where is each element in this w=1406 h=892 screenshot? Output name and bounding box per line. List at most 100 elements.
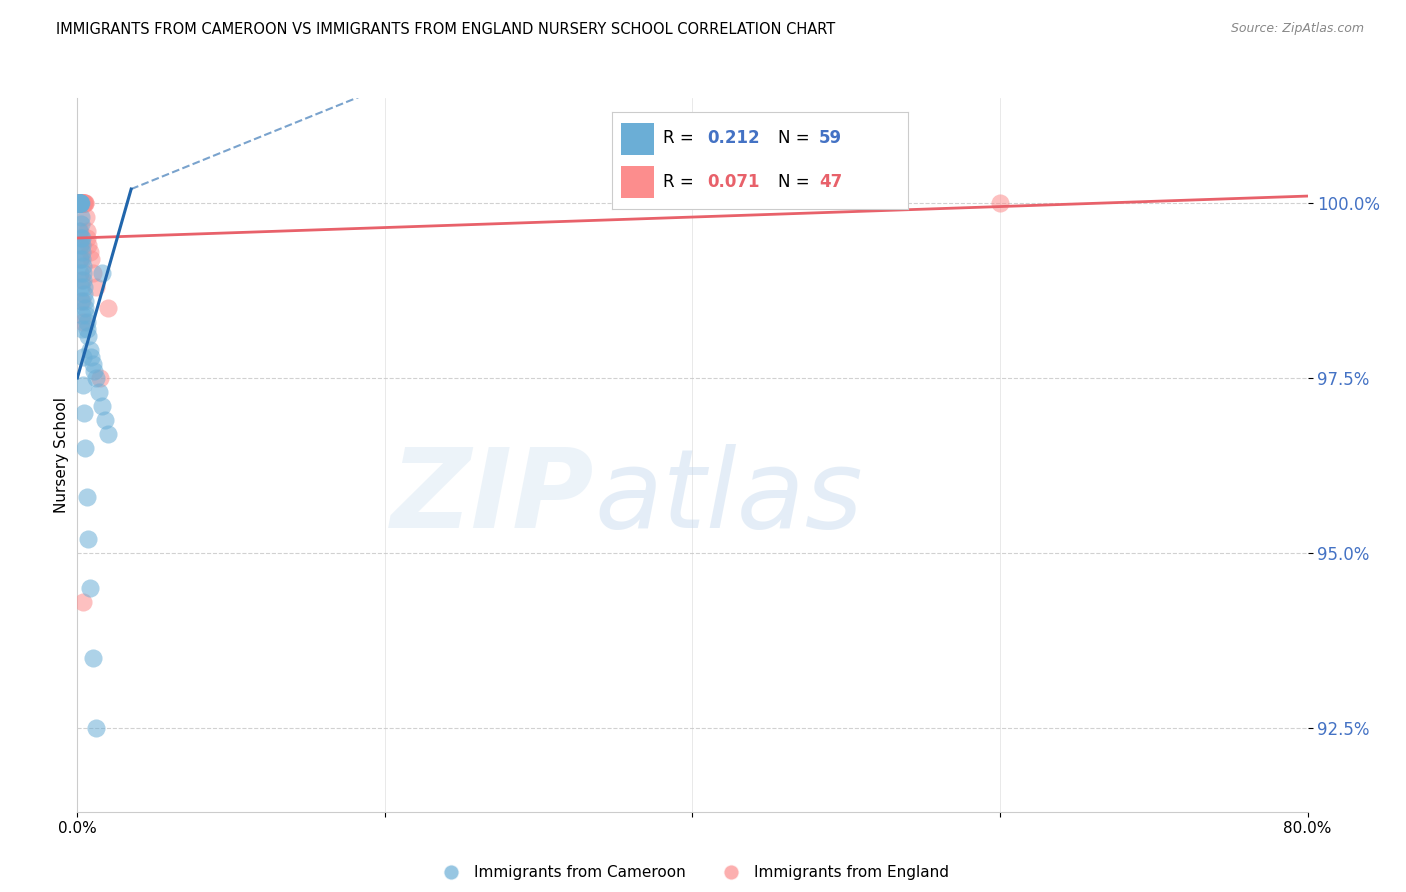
Point [67, 196, 90, 211]
Point [70, 245, 93, 260]
Point [70, 252, 93, 266]
Point [70, 196, 93, 211]
Point [70, 217, 93, 231]
Point [73, 301, 96, 315]
Point [84, 721, 107, 735]
Point [69, 210, 91, 224]
Point [79, 581, 101, 595]
Point [67, 196, 90, 211]
Point [90, 399, 114, 413]
Point [82, 266, 104, 280]
Point [97, 426, 120, 441]
Point [84, 371, 107, 385]
Point [69, 196, 91, 211]
Point [76, 315, 98, 329]
Point [67, 196, 90, 211]
Point [70, 196, 93, 211]
Point [69, 196, 91, 211]
Point [76, 224, 98, 238]
Point [97, 301, 120, 315]
Point [70, 308, 93, 322]
Point [69, 196, 91, 211]
Point [72, 315, 94, 329]
Point [69, 196, 91, 211]
Point [77, 238, 100, 252]
Point [76, 322, 98, 336]
Point [69, 252, 91, 266]
Point [72, 350, 94, 364]
Point [69, 196, 91, 211]
Point [72, 196, 94, 211]
Point [67, 196, 90, 211]
Point [988, 196, 1011, 211]
Point [70, 293, 93, 308]
Point [67, 196, 90, 211]
Point [73, 287, 96, 301]
Point [82, 357, 104, 371]
Point [70, 196, 93, 211]
Point [70, 322, 93, 336]
Legend: Immigrants from Cameroon, Immigrants from England: Immigrants from Cameroon, Immigrants fro… [429, 859, 956, 886]
Point [67, 196, 90, 211]
Point [70, 238, 93, 252]
Point [70, 293, 93, 308]
Point [67, 196, 90, 211]
Point [73, 406, 96, 420]
Point [73, 196, 96, 211]
Point [77, 532, 100, 546]
Point [89, 371, 111, 385]
Point [67, 196, 90, 211]
Point [87, 384, 110, 399]
Point [69, 196, 91, 211]
Point [72, 259, 94, 273]
Point [77, 329, 100, 343]
Point [69, 196, 91, 211]
Point [75, 308, 97, 322]
Point [75, 210, 97, 224]
Point [90, 266, 114, 280]
Point [76, 231, 98, 245]
Point [67, 196, 90, 211]
Point [69, 196, 91, 211]
Text: ZIP: ZIP [391, 444, 595, 551]
Point [79, 245, 101, 260]
Point [70, 196, 93, 211]
Point [73, 293, 96, 308]
Point [72, 196, 94, 211]
Point [84, 280, 107, 294]
Point [67, 224, 90, 238]
Point [73, 196, 96, 211]
Point [72, 378, 94, 392]
Point [72, 196, 94, 211]
Point [69, 196, 91, 211]
Point [72, 273, 94, 287]
Point [69, 238, 91, 252]
Point [73, 280, 96, 294]
Point [69, 196, 91, 211]
Point [80, 252, 103, 266]
Point [70, 231, 93, 245]
Point [69, 238, 91, 252]
Y-axis label: Nursery School: Nursery School [53, 397, 69, 513]
Point [67, 196, 90, 211]
Point [69, 196, 91, 211]
Text: Source: ZipAtlas.com: Source: ZipAtlas.com [1230, 22, 1364, 36]
Point [73, 196, 96, 211]
Point [69, 252, 91, 266]
Point [69, 196, 91, 211]
Point [72, 595, 94, 609]
Point [76, 490, 98, 504]
Point [69, 266, 91, 280]
Point [94, 413, 117, 427]
Point [70, 231, 93, 245]
Point [69, 224, 91, 238]
Point [73, 441, 96, 455]
Text: atlas: atlas [595, 444, 863, 551]
Point [69, 196, 91, 211]
Point [69, 196, 91, 211]
Point [70, 196, 93, 211]
Point [69, 196, 91, 211]
Point [70, 273, 93, 287]
Text: IMMIGRANTS FROM CAMEROON VS IMMIGRANTS FROM ENGLAND NURSERY SCHOOL CORRELATION C: IMMIGRANTS FROM CAMEROON VS IMMIGRANTS F… [56, 22, 835, 37]
Point [80, 350, 103, 364]
